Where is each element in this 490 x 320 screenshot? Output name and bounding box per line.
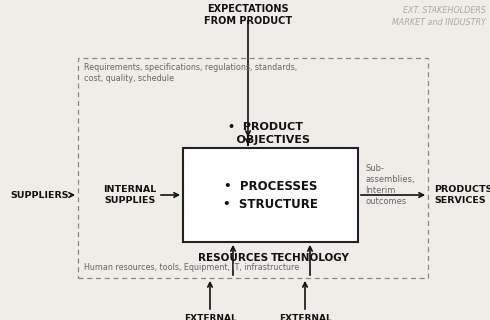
- Text: Sub-
assemblies,
Interim
outcomes: Sub- assemblies, Interim outcomes: [365, 164, 415, 206]
- Text: Human resources, tools, Equipment, IT, infrastructure: Human resources, tools, Equipment, IT, i…: [84, 263, 299, 272]
- Text: EXTERNAL
RESOURCES: EXTERNAL RESOURCES: [274, 314, 335, 320]
- Text: INTERNAL
SUPPLIES: INTERNAL SUPPLIES: [103, 185, 157, 205]
- Text: EXPECTATIONS
FROM PRODUCT: EXPECTATIONS FROM PRODUCT: [204, 4, 292, 26]
- Text: •  PROCESSES
•  STRUCTURE: • PROCESSES • STRUCTURE: [223, 180, 318, 211]
- Text: Requirements, specifications, regulations, standards,
cost, quality, schedule: Requirements, specifications, regulation…: [84, 63, 297, 84]
- Bar: [183, 148, 358, 242]
- Text: PRODUCTS,
SERVICES: PRODUCTS, SERVICES: [434, 185, 490, 205]
- Text: EXT. STAKEHOLDERS
MARKET and INDUSTRY: EXT. STAKEHOLDERS MARKET and INDUSTRY: [392, 6, 486, 27]
- Text: EXTERNAL
RESOURCES: EXTERNAL RESOURCES: [180, 314, 241, 320]
- Text: SUPPLIERS: SUPPLIERS: [10, 190, 69, 199]
- Text: •  PRODUCT
    OBJECTIVES: • PRODUCT OBJECTIVES: [221, 122, 310, 145]
- Text: TECHNOLOGY: TECHNOLOGY: [270, 253, 349, 263]
- Bar: [78, 58, 428, 278]
- Text: RESOURCES: RESOURCES: [198, 253, 268, 263]
